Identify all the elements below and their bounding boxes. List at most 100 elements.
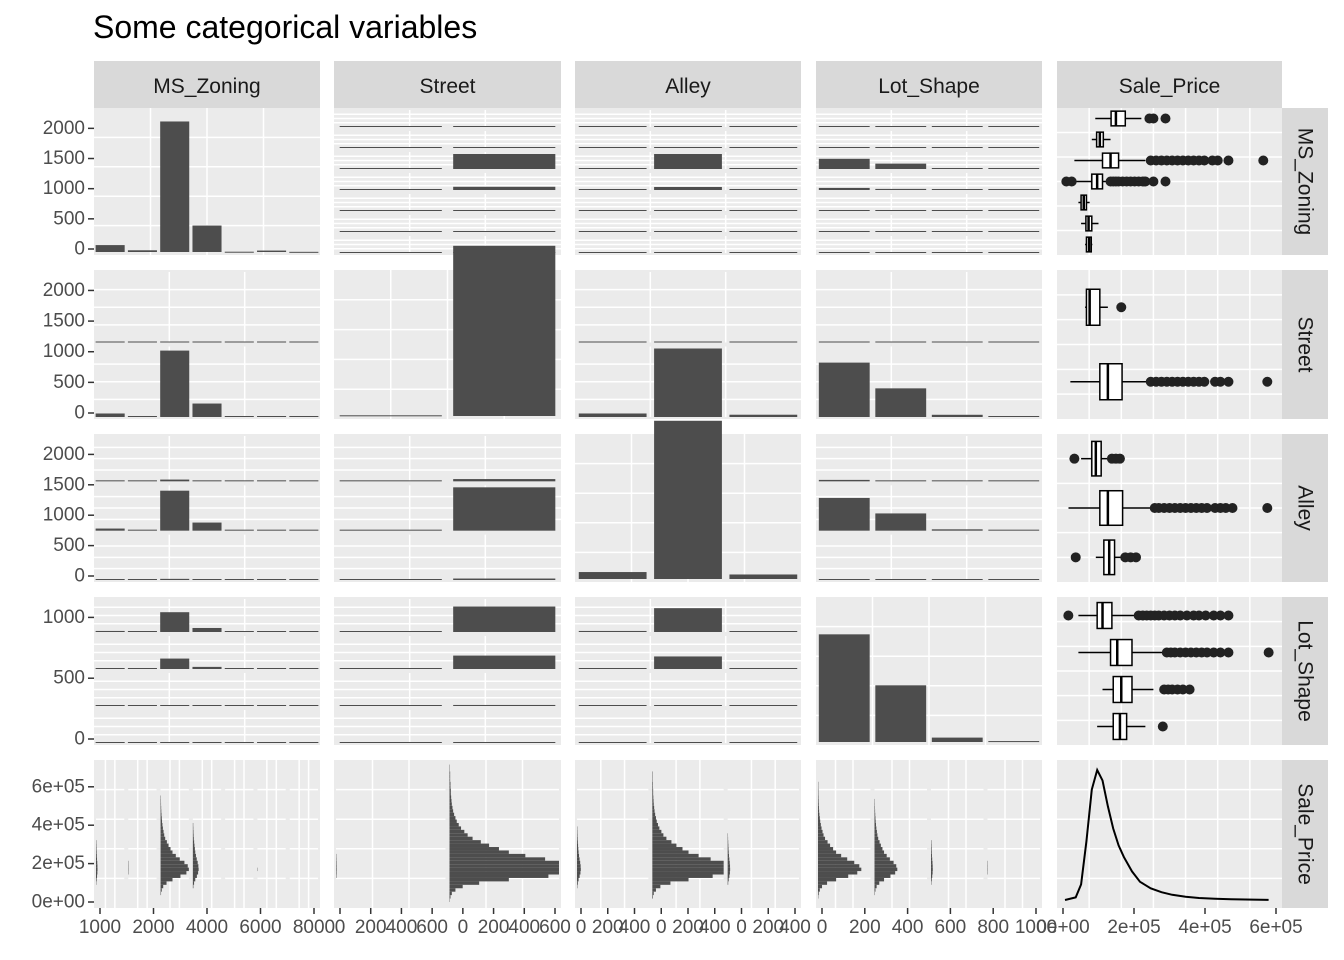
- strip-top-Lot_Shape: [816, 61, 1042, 108]
- bar: [289, 579, 319, 580]
- box: [1099, 363, 1123, 401]
- bar: [339, 668, 442, 669]
- x-tick-label: 1000: [79, 917, 121, 938]
- bar: [818, 252, 870, 253]
- x-tick-label: 4e+05: [1178, 917, 1231, 938]
- bar: [224, 579, 254, 580]
- x-tick-label: 200: [355, 917, 387, 938]
- bar: [875, 480, 927, 482]
- bar: [729, 231, 798, 232]
- outlier: [1227, 503, 1238, 513]
- outlier: [1157, 721, 1168, 732]
- bar: [192, 403, 222, 417]
- strip-right-Lot_Shape: [1282, 597, 1328, 745]
- outlier: [1199, 155, 1210, 166]
- hist-bar: [874, 850, 885, 854]
- bar: [931, 341, 983, 343]
- hist-bar: [449, 895, 451, 899]
- bar: [160, 658, 190, 669]
- hist-bar: [652, 798, 654, 803]
- bar: [224, 416, 254, 417]
- hist-bar: [652, 888, 656, 892]
- hist-bar: [449, 833, 468, 837]
- bar: [578, 413, 647, 417]
- bar: [931, 480, 983, 482]
- bar: [654, 231, 722, 232]
- bar: [875, 126, 927, 127]
- hist-bar: [577, 843, 579, 848]
- y-tick-label: 4e+05: [32, 815, 85, 836]
- outlier: [1131, 552, 1142, 563]
- bar: [818, 341, 870, 343]
- y-tick-label: 1000: [43, 178, 85, 199]
- hist-bar: [160, 881, 167, 885]
- hist-bar: [818, 798, 819, 803]
- panel-Street-MS_Zoning: [94, 270, 320, 419]
- hist-bar: [160, 847, 171, 851]
- hist-bar: [192, 881, 195, 885]
- x-tick-label: 600: [539, 917, 571, 938]
- outlier: [1223, 376, 1234, 387]
- hist-bar: [874, 836, 879, 841]
- bar: [654, 126, 722, 127]
- bar: [654, 252, 722, 253]
- hist-bar: [874, 867, 898, 872]
- bar: [818, 187, 870, 190]
- x-tick-label: 0: [736, 917, 747, 938]
- hist-bar: [874, 840, 880, 844]
- y-tick-label: 2000: [43, 118, 85, 139]
- hist-bar: [577, 881, 578, 885]
- bar: [95, 630, 125, 632]
- hist-bar: [874, 864, 897, 868]
- hist-bar: [874, 819, 876, 823]
- bar: [192, 742, 222, 743]
- y-tick-label: 500: [53, 535, 85, 556]
- x-tick-label: 800: [977, 917, 1009, 938]
- bar: [160, 490, 190, 531]
- hist-bar: [652, 847, 683, 851]
- hist-bar: [874, 871, 896, 875]
- hist-bar: [96, 860, 98, 865]
- x-tick-label: 600: [416, 917, 448, 938]
- bar: [160, 612, 190, 632]
- bar: [988, 252, 1040, 253]
- hist-bar: [577, 877, 579, 882]
- hist-bar: [818, 809, 820, 813]
- y-tick-label: 2000: [43, 444, 85, 465]
- x-tick-label: 6000: [239, 917, 281, 938]
- hist-bar: [652, 795, 654, 799]
- bar: [654, 705, 722, 706]
- bar: [453, 186, 556, 190]
- hist-bar: [652, 874, 713, 878]
- bar: [224, 705, 254, 706]
- hist-bar: [192, 871, 199, 875]
- hist-bar: [727, 867, 731, 872]
- outlier: [1223, 610, 1234, 621]
- outlier: [1069, 453, 1080, 464]
- bar: [257, 705, 287, 706]
- hist-bar: [727, 864, 731, 868]
- x-tick-label: 0: [335, 917, 346, 938]
- bar: [224, 529, 254, 531]
- hist-bar: [818, 819, 821, 823]
- bar: [729, 705, 798, 706]
- hist-bar: [652, 785, 653, 789]
- bar: [578, 231, 647, 232]
- hist-bar: [652, 843, 677, 848]
- bar: [729, 742, 798, 743]
- bar: [875, 252, 927, 253]
- hist-bar: [449, 891, 452, 896]
- outlier: [1262, 503, 1273, 513]
- bar: [289, 668, 319, 669]
- hist-bar: [449, 788, 451, 793]
- hist-bar: [160, 816, 162, 820]
- hist-bar: [818, 853, 842, 858]
- bar: [578, 126, 647, 127]
- bar: [988, 147, 1040, 148]
- bar: [453, 126, 556, 127]
- hist-bar: [96, 850, 97, 854]
- bar: [224, 251, 254, 253]
- hist-bar: [449, 843, 490, 848]
- hist-bar: [160, 833, 165, 837]
- hist-bar: [818, 888, 820, 892]
